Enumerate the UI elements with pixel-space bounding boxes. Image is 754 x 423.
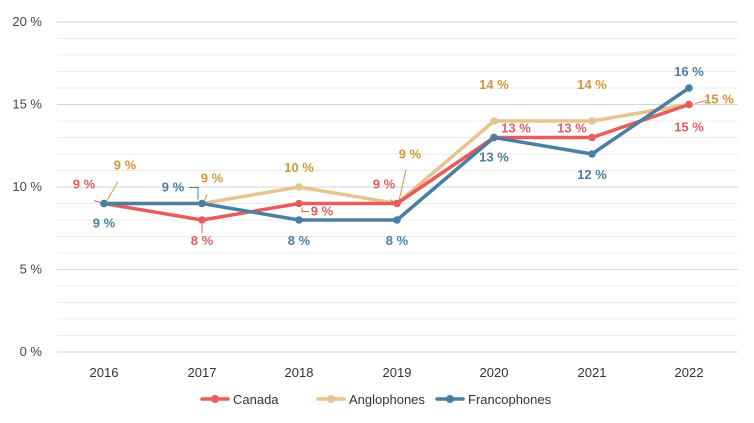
y-tick-label: 20 %: [12, 14, 42, 29]
data-label-francophones: 8 %: [386, 233, 409, 248]
data-label-anglophones: 14 %: [479, 77, 509, 92]
x-tick-label: 2022: [675, 365, 704, 380]
x-tick-label: 2016: [90, 365, 119, 380]
legend-item-francophones: Francophones: [435, 392, 552, 407]
x-tick-label: 2021: [578, 365, 607, 380]
y-tick-label: 15 %: [12, 97, 42, 112]
data-point-francophones: [295, 216, 303, 224]
data-label-francophones: 16 %: [674, 64, 704, 79]
data-point-anglophones: [295, 183, 303, 191]
legend-label: Canada: [233, 392, 279, 407]
data-point-anglophones: [588, 117, 596, 125]
label-leader-line: [301, 207, 309, 212]
legend-swatch-marker: [446, 395, 454, 403]
data-point-canada: [685, 100, 693, 109]
y-tick-label: 10 %: [12, 179, 42, 194]
data-point-canada: [393, 199, 401, 208]
data-point-canada: [198, 216, 206, 224]
y-tick-label: 0 %: [20, 344, 43, 359]
label-leaders: [93, 100, 708, 233]
x-tick-label: 2017: [188, 365, 217, 380]
grid: [57, 21, 738, 353]
label-leader-line: [398, 169, 407, 201]
data-point-canada: [588, 133, 596, 142]
data-point-anglophones: [490, 117, 498, 125]
data-label-anglophones: 10 %: [284, 160, 314, 175]
data-label-canada: 9 %: [373, 177, 396, 192]
data-points: [100, 84, 693, 224]
data-label-francophones: 12 %: [577, 167, 607, 182]
label-leader-line: [93, 200, 101, 203]
data-point-francophones: [393, 216, 401, 224]
data-label-canada: 9 %: [73, 177, 96, 192]
x-tick-label: 2018: [285, 365, 314, 380]
data-label-anglophones: 14 %: [577, 77, 607, 92]
data-label-francophones: 13 %: [479, 150, 509, 165]
legend-label: Francophones: [468, 392, 552, 407]
y-axis: 0 % 5 % 10 % 15 % 20 %: [12, 14, 42, 359]
legend-item-canada: Canada: [200, 392, 279, 407]
data-label-anglophones: 9 %: [201, 171, 224, 186]
data-label-francophones: 9 %: [162, 180, 185, 195]
data-labels: 9 %8 %9 %9 %13 % 13 % 15 %9 %9 %10 %9 %14 …: [73, 64, 734, 248]
label-leader-line: [106, 181, 119, 201]
x-tick-label: 2019: [383, 365, 412, 380]
data-point-canada: [295, 199, 303, 208]
data-label-francophones: 8 %: [288, 233, 311, 248]
data-point-francophones: [685, 84, 693, 92]
legend-swatch-marker: [211, 395, 219, 403]
data-label-anglophones: 9 %: [399, 147, 422, 162]
data-label-anglophones: 15 %: [704, 92, 734, 107]
data-point-francophones: [490, 133, 498, 142]
y-tick-label: 5 %: [20, 262, 43, 277]
label-leader-line: [189, 187, 199, 200]
legend-label: Anglophones: [349, 392, 425, 407]
x-tick-label: 2020: [480, 365, 509, 380]
data-point-francophones: [100, 199, 108, 208]
label-leader-line: [203, 194, 208, 202]
data-label-canada: 15 %: [674, 120, 704, 135]
x-axis: 2016 2017 2018 2019 2020 2021 2022: [90, 365, 704, 380]
legend-swatch-marker: [327, 395, 335, 403]
data-point-francophones: [588, 150, 596, 158]
legend-item-anglophones: Anglophones: [316, 392, 425, 407]
data-label-canada: 13 %: [501, 121, 531, 136]
data-label-canada: 8 %: [191, 233, 214, 248]
data-label-anglophones: 9 %: [114, 158, 137, 173]
data-label-canada: 13 %: [557, 121, 587, 136]
label-leader-line: [694, 100, 708, 104]
legend: Canada Anglophones Francophones: [200, 392, 552, 407]
data-label-canada: 9 %: [311, 204, 334, 219]
data-label-francophones: 9 %: [93, 216, 116, 231]
data-point-francophones: [198, 199, 206, 208]
